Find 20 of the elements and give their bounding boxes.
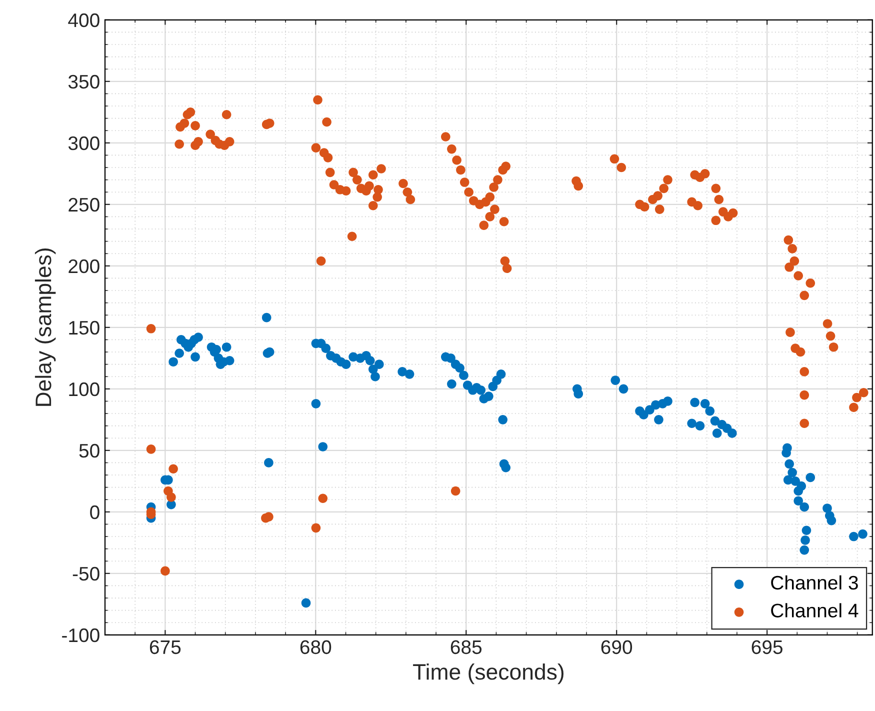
y-tick-label: 150 [69,320,100,335]
y-tick-label: 350 [68,74,100,89]
y-tick-label: 400 [68,13,100,28]
y-tick-label: 250 [68,198,100,212]
y-tick-label: 100 [69,382,100,396]
y-tick-label: 50 [79,444,100,458]
y-tick-label: 0 [90,505,100,520]
y-axis-title: Delay (samples) [34,248,56,406]
legend-label: Channel 4 [771,603,858,618]
y-tick-label: -100 [62,628,100,642]
x-tick-label: 675 [150,640,181,654]
x-axis-title: Time (seconds) [413,663,564,684]
legend-label: Channel 3 [771,575,858,590]
x-tick-label: 680 [300,640,332,654]
y-tick-label: -50 [72,566,100,581]
x-tick-label: 690 [601,640,632,654]
y-tick-label: 300 [68,136,100,150]
y-tick-label: 200 [68,259,100,274]
x-tick-label: 685 [450,640,482,654]
x-tick-label: 695 [752,640,782,654]
